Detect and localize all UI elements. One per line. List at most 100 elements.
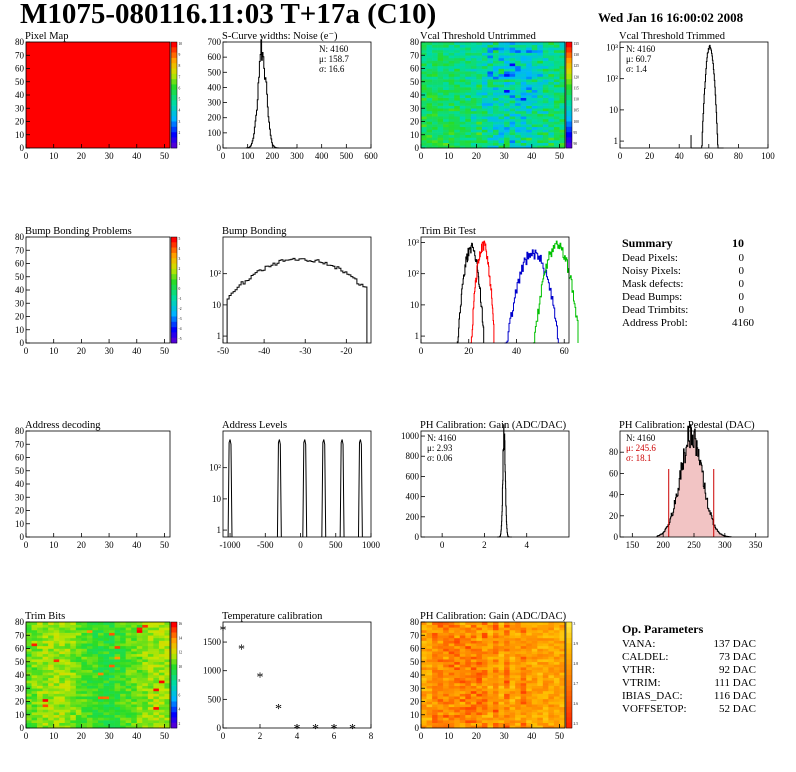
ph-gain-map-cell [548, 709, 555, 713]
trim-bits-cell [70, 688, 77, 692]
ph-gain-map-cell [432, 659, 438, 663]
vcal-untrimmed-cell [437, 113, 444, 117]
vcal-untrimmed-cell [509, 73, 516, 77]
ph-gain-map-cell [448, 688, 455, 692]
ph-gain-map-cell [553, 667, 560, 670]
trim-bits-palette-label: 4 [179, 708, 181, 712]
ph-gain-map-cell [459, 677, 466, 681]
trim-bits-cell [48, 629, 54, 633]
trim-bits-cell [37, 720, 43, 723]
ph-gain-map-cell [493, 624, 499, 628]
vcal-untrimmed-cell [448, 116, 455, 120]
ph-gain-map-cell [493, 682, 499, 686]
trim-bits-cell [48, 722, 54, 726]
trim-bits-cell [125, 624, 132, 628]
summary-row-value: 0 [738, 252, 745, 264]
vcal-untrimmed-cell [459, 42, 466, 45]
trim-bits-cell [48, 643, 54, 647]
vcal-untrimmed-cell [481, 113, 488, 117]
trim-bits-cell [86, 725, 93, 729]
ph-gain-map-cell [487, 680, 494, 684]
vcal-untrimmed-cell [542, 42, 549, 45]
ph-gain-map-ytick-label: 80 [410, 617, 420, 627]
ph-gain-map-cell [432, 701, 438, 705]
trim-bits-cell [53, 722, 60, 726]
trim-bits-cell [131, 624, 138, 628]
trim-bits-cell [158, 622, 165, 625]
trim-bits-cell [147, 664, 154, 668]
vcal-untrimmed-palette-frame [565, 41, 573, 149]
ph-gain-map-cell [448, 643, 455, 647]
vcal-untrimmed-cell [421, 44, 427, 48]
trim-bits-cell [142, 640, 149, 644]
ph-gain-map-cell [531, 680, 538, 684]
trim-bits-cell [75, 632, 82, 636]
summary-row-label: Mask defects: [622, 278, 684, 290]
ph-gain-map-cell [421, 725, 427, 729]
ph-gain-map-cell [493, 664, 499, 668]
ph-gain-map-cell [526, 637, 533, 641]
ph-gain-map-cell [520, 693, 527, 697]
ph-gain-map-cell [421, 637, 427, 641]
vcal-untrimmed-cell [421, 52, 427, 56]
ph-gain-map-cell [537, 645, 544, 649]
vcal-untrimmed-cell [421, 129, 427, 133]
ph-gain-map-cell [432, 632, 438, 636]
trim-bits-cell [164, 709, 171, 713]
trim-bits-cell [75, 669, 82, 673]
ph-gain-map-cell [459, 627, 466, 631]
vcal-untrimmed-cell [481, 81, 488, 85]
ph-gain-map-cell [465, 698, 472, 702]
trim-bits-cell [103, 664, 110, 668]
ph-gain-map-cell [470, 632, 477, 636]
vcal-untrimmed-cell [448, 118, 455, 122]
trim-bits-cell [125, 643, 132, 647]
ph-gain-map-cell [487, 622, 494, 625]
vcal-untrimmed-cell [537, 65, 544, 69]
vcal-untrimmed-cell [559, 110, 566, 114]
ph-gain-map-cell [454, 722, 461, 726]
trim-bits-cell [53, 667, 60, 670]
trim-bits-cell [147, 622, 154, 625]
trim-bits-cell [81, 725, 88, 729]
trim-bits-cell [164, 669, 171, 673]
vcal-untrimmed-cell [509, 124, 516, 128]
trim-bits-cell [142, 701, 149, 705]
temperature-calibration-ytick-label: 1000 [203, 666, 222, 676]
trim-bits-cell [59, 690, 66, 694]
trim-bits-cell [120, 675, 126, 678]
vcal-untrimmed-cell [542, 132, 549, 136]
vcal-untrimmed-cell [548, 76, 555, 80]
trim-bits-cell [86, 661, 93, 665]
pixel-map-ytick-label: 60 [15, 64, 25, 74]
vcal-untrimmed-cell [526, 100, 533, 104]
vcal-untrimmed-cell [476, 55, 483, 59]
vcal-untrimmed-cell [476, 47, 483, 51]
vcal-untrimmed-cell [443, 129, 449, 133]
ph-gain-map-cell [537, 675, 544, 678]
trim-bits-cell [31, 720, 38, 723]
trim-bits-cell [75, 714, 82, 718]
vcal-untrimmed-cell [470, 44, 477, 48]
vcal-untrimmed-cell [459, 132, 466, 136]
vcal-untrimmed-cell [459, 97, 466, 101]
trim-bits-cell [31, 688, 38, 692]
vcal-untrimmed-cell [481, 137, 488, 141]
vcal-untrimmed-cell [537, 102, 544, 106]
vcal-untrimmed-cell [515, 52, 521, 56]
vcal-untrimmed-cell [432, 105, 438, 109]
trim-bits-cell [147, 669, 154, 673]
ph-gain-map-cell [426, 659, 433, 663]
vcal-untrimmed-cell [548, 81, 555, 85]
trim-bits-cell [37, 672, 43, 676]
ph-gain-map-cell [493, 622, 499, 625]
ph-gain-map-cell [559, 701, 566, 705]
ph-gain-map-cell [526, 706, 533, 710]
vcal-untrimmed-cell [498, 97, 505, 101]
vcal-untrimmed-cell [476, 105, 483, 109]
trim-bits-cell [86, 624, 93, 628]
trim-bits-palette-segment [171, 685, 177, 692]
vcal-untrimmed-cell [421, 97, 427, 101]
ph-gain-map-cell [426, 664, 433, 668]
ph-gain-map-cell [537, 682, 544, 686]
